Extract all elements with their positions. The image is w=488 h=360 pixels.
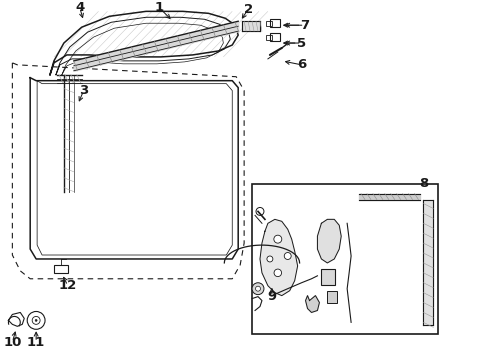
Polygon shape (260, 219, 297, 296)
Circle shape (273, 269, 281, 276)
Text: 3: 3 (79, 84, 88, 97)
Circle shape (251, 283, 264, 294)
Text: 7: 7 (299, 19, 308, 32)
Bar (269, 19, 279, 27)
Text: 11: 11 (27, 336, 45, 349)
Polygon shape (317, 219, 341, 263)
Bar (265, 35, 271, 40)
Bar (269, 33, 279, 41)
Text: 6: 6 (296, 58, 305, 71)
Circle shape (266, 256, 272, 262)
Polygon shape (305, 296, 319, 312)
Circle shape (255, 286, 260, 291)
Text: 4: 4 (75, 1, 84, 14)
Text: 1: 1 (154, 1, 163, 14)
Text: 12: 12 (59, 279, 77, 292)
Text: 2: 2 (243, 3, 252, 16)
Text: 5: 5 (296, 37, 305, 50)
Bar (251, 184, 437, 334)
Bar (265, 21, 271, 26)
Text: 10: 10 (3, 336, 21, 349)
Text: 9: 9 (267, 290, 276, 303)
Circle shape (284, 252, 290, 260)
Text: 8: 8 (418, 177, 427, 190)
Circle shape (35, 319, 37, 321)
Bar (321, 269, 335, 285)
Bar (54, 265, 68, 273)
Circle shape (273, 235, 281, 243)
Bar (326, 291, 337, 302)
